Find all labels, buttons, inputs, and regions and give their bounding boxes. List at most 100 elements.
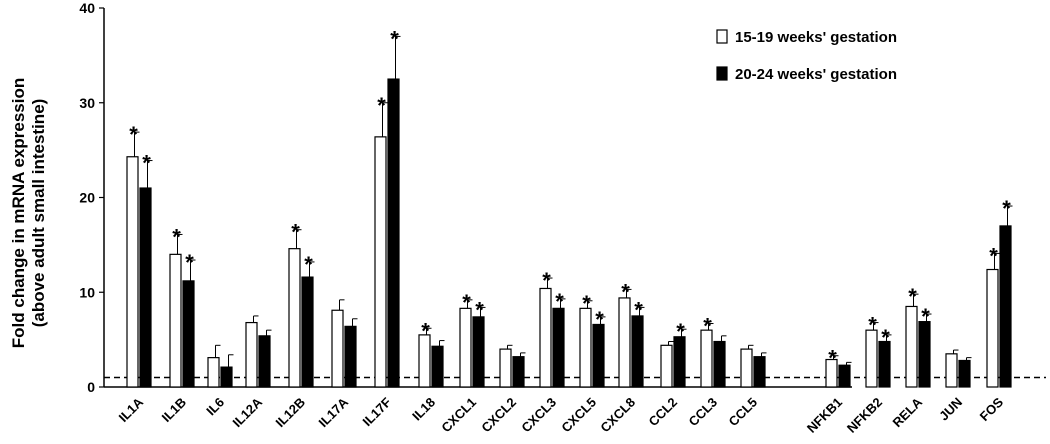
bar-nfkb1-series2 — [838, 364, 851, 388]
bar-il17a-series1 — [331, 309, 344, 388]
bar-nfkb1-series1 — [825, 358, 838, 388]
bar-ccl2-series1 — [660, 344, 673, 388]
significance-star: * — [921, 304, 930, 329]
y-axis-label-line1: Fold change in mRNA expression — [9, 78, 28, 348]
significance-star: * — [881, 325, 890, 350]
bar-jun-series1 — [945, 353, 958, 388]
bar-il18-series2 — [431, 345, 444, 388]
bar-il18-series1 — [418, 334, 431, 388]
bar-il1a-series2 — [139, 187, 152, 388]
bar-nfkb2-series1 — [865, 329, 878, 388]
category-label-ccl2: CCL2 — [646, 395, 681, 430]
bar-il1b-series1 — [169, 253, 182, 388]
category-label-il17a: IL17A — [315, 394, 351, 430]
significance-star: * — [828, 346, 837, 371]
significance-star: * — [462, 290, 471, 315]
bar-jun-series2 — [958, 359, 971, 388]
significance-star: * — [676, 319, 685, 344]
bar-il12b-series1 — [288, 248, 301, 388]
significance-star: * — [703, 314, 712, 339]
bar-cxcl1-series2 — [472, 316, 485, 388]
category-label-il18: IL18 — [409, 395, 438, 424]
y-axis-label: Fold change in mRNA expression (above ad… — [9, 78, 48, 348]
bar-il6-series2 — [220, 366, 233, 388]
category-label-jun: JUN — [936, 395, 965, 424]
bar-cxcl5-series2 — [592, 323, 605, 388]
y-tick-label: 20 — [79, 190, 95, 206]
significance-star: * — [129, 122, 138, 147]
bar-ccl3-series1 — [700, 329, 713, 388]
category-label-cxcl5: CXCL5 — [558, 395, 599, 436]
category-label-cxcl1: CXCL1 — [438, 395, 479, 436]
significance-star: * — [582, 291, 591, 316]
significance-star: * — [377, 93, 386, 118]
category-label-cxcl2: CXCL2 — [478, 395, 519, 436]
significance-star: * — [868, 313, 877, 338]
category-label-il12a: IL12A — [229, 394, 265, 430]
bar-il17f-series2 — [387, 78, 400, 388]
legend-swatch-series1 — [716, 29, 728, 44]
significance-star: * — [185, 250, 194, 275]
bar-cxcl1-series1 — [459, 307, 472, 388]
bar-cxcl2-series2 — [512, 356, 525, 388]
y-tick-label: 30 — [79, 95, 95, 111]
y-tick-label: 10 — [79, 284, 95, 300]
bar-cxcl3-series1 — [539, 287, 552, 388]
bar-fos-series1 — [986, 268, 999, 388]
significance-star: * — [304, 252, 313, 277]
significance-star: * — [989, 243, 998, 268]
significance-star: * — [421, 318, 430, 343]
bar-il17f-series1 — [374, 136, 387, 388]
significance-star: * — [908, 284, 917, 309]
category-label-il17f: IL17F — [359, 394, 394, 429]
bar-nfkb2-series2 — [878, 340, 891, 388]
bar-cxcl3-series2 — [552, 307, 565, 388]
significance-star: * — [172, 224, 181, 249]
category-label-il6: IL6 — [203, 395, 227, 419]
bar-il12b-series2 — [301, 276, 314, 388]
category-label-il1a: IL1A — [116, 394, 147, 425]
y-axis-label-line2: (above adult small intestine) — [29, 99, 48, 328]
category-label-rela: RELA — [889, 394, 925, 430]
category-label-ccl3: CCL3 — [686, 395, 721, 430]
significance-star: * — [621, 279, 630, 304]
bar-il1b-series2 — [182, 280, 195, 388]
legend: 15-19 weeks' gestation 20-24 weeks' gest… — [716, 29, 897, 83]
bar-fos-series2 — [999, 225, 1012, 388]
significance-star: * — [291, 220, 300, 245]
category-label-fos: FOS — [977, 394, 1007, 424]
category-label-il1b: IL1B — [159, 395, 190, 426]
category-label-nfkb1: NFKB1 — [804, 395, 845, 436]
category-label-nfkb2: NFKB2 — [844, 395, 885, 436]
significance-star: * — [390, 26, 399, 51]
significance-star: * — [634, 297, 643, 322]
bar-il12a-series1 — [245, 321, 258, 388]
significance-star: * — [142, 151, 151, 176]
bar-il12a-series2 — [258, 335, 271, 388]
category-label-cxcl3: CXCL3 — [518, 395, 559, 436]
category-labels: IL1A IL1B IL6 IL12A IL12B IL17A IL17F IL18 CXCL1… — [116, 394, 1007, 436]
axes: 0 10 20 30 40 — [79, 0, 852, 395]
significance-star: * — [542, 268, 551, 293]
significance-star: * — [1002, 196, 1011, 221]
bars: ********** *** ***** *** ***** — [126, 26, 1013, 388]
category-label-ccl5: CCL5 — [726, 395, 761, 430]
bar-rela-series2 — [918, 321, 931, 388]
legend-label-series1: 15-19 weeks' gestation — [735, 29, 897, 46]
bar-rela-series1 — [905, 305, 918, 388]
y-tick-label: 40 — [79, 0, 95, 16]
bar-cxcl8-series1 — [618, 297, 631, 388]
bar-il17a-series2 — [344, 325, 357, 388]
bar-cxcl8-series2 — [631, 315, 644, 388]
legend-swatch-series2 — [716, 66, 728, 81]
bar-ccl3-series2 — [713, 340, 726, 388]
significance-star: * — [475, 297, 484, 322]
bar-ccl5-series1 — [740, 348, 753, 388]
category-label-il12b: IL12B — [272, 395, 308, 431]
bar-ccl2-series2 — [673, 336, 686, 388]
significance-star: * — [595, 307, 604, 332]
bar-il6-series1 — [207, 357, 220, 388]
bar-il1a-series1 — [126, 156, 139, 388]
bar-cxcl2-series1 — [499, 348, 512, 388]
